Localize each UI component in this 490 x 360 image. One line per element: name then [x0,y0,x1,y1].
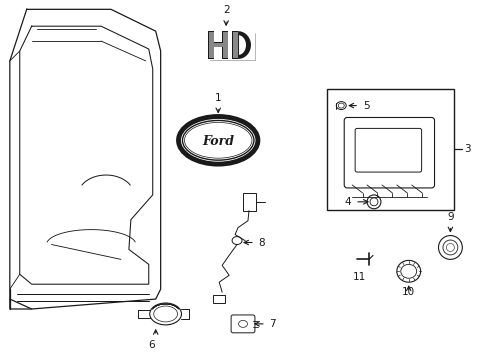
Text: 6: 6 [148,340,155,350]
Bar [232,31,238,59]
Text: 1: 1 [215,93,221,103]
Text: 7: 7 [269,319,275,329]
Text: 3: 3 [465,144,471,154]
Text: 8: 8 [258,238,265,248]
Bar [208,42,228,47]
Text: 11: 11 [352,272,366,282]
Bar [243,193,256,211]
Bar [327,89,454,210]
Polygon shape [238,31,251,59]
Bar [213,295,225,303]
Bar [208,31,214,59]
Bar [233,32,238,58]
Text: 5: 5 [363,100,370,111]
Polygon shape [239,35,246,55]
Bar [209,43,228,47]
Text: 4: 4 [344,197,351,207]
Text: 9: 9 [447,212,454,222]
Bar [223,32,228,58]
Text: 2: 2 [223,5,229,15]
Bar [222,31,228,59]
Text: 10: 10 [402,287,416,297]
Text: Ford: Ford [202,135,234,148]
Bar [209,32,214,58]
